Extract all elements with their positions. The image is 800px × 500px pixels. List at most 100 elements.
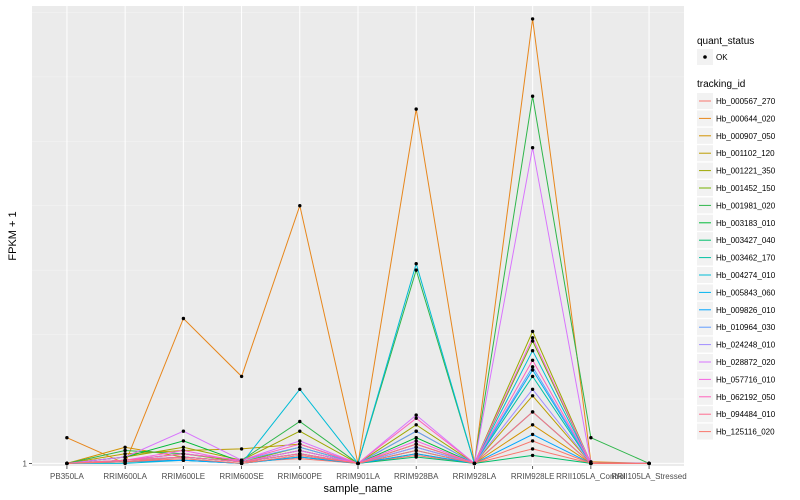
x-tick-label-2: RRIM600LE (162, 472, 206, 481)
legend-item-label-15: Hb_028872_020 (716, 358, 776, 367)
x-tick-label-6: RRIM928BA (394, 472, 439, 481)
legend-item-label-10: Hb_004274_010 (716, 271, 776, 280)
data-point-Hb_028872_020-8 (530, 146, 535, 150)
data-point-Hb_062192_050-2 (181, 452, 186, 456)
data-point-Hb_000567_270-8 (530, 447, 535, 451)
data-point-Hb_003183_010-6 (414, 436, 418, 440)
legend-item-label-1: Hb_000644_020 (716, 114, 776, 123)
x-tick-label-9: RRII105LA_Control (556, 472, 626, 481)
data-point-Hb_057716_010-2 (181, 448, 186, 453)
data-point-Hb_003183_010-2 (181, 439, 186, 443)
x-tick-label-3: RRIM600SE (219, 472, 263, 481)
y-tick-label-0: 1 (23, 459, 28, 468)
data-point-Hb_001981_020-8 (530, 94, 535, 98)
data-point-Hb_000644_020-3 (239, 374, 244, 379)
data-point-Hb_001221_350-8 (530, 329, 535, 334)
data-point-Hb_004274_010-4 (298, 387, 302, 391)
legend-ok-point-icon (703, 55, 707, 59)
y-axis-ticks: 1 (23, 459, 32, 468)
data-point-Hb_024248_010-8 (530, 387, 535, 391)
legend-item-label-19: Hb_125116_020 (716, 428, 775, 437)
data-point-Hb_004274_010-8 (530, 349, 535, 353)
data-point-Hb_028872_020-4 (298, 439, 302, 443)
data-point-Hb_004274_010-6 (414, 262, 418, 266)
data-points (65, 17, 651, 466)
data-point-Hb_057716_010-6 (414, 439, 418, 443)
data-point-Hb_125116_020-6 (414, 448, 418, 453)
data-point-Hb_062192_050-6 (414, 416, 418, 420)
x-tick-label-10: RRII105LA_Stressed (611, 472, 686, 481)
x-tick-label-8: RRIM928LE (511, 472, 555, 481)
legend-item-label-5: Hb_001452_150 (716, 184, 776, 193)
data-point-Hb_001981_020-4 (298, 419, 302, 424)
data-point-Hb_001102_120-8 (530, 394, 535, 398)
data-point-Hb_000644_020-2 (181, 316, 186, 321)
data-point-Hb_003427_040-8 (530, 453, 535, 458)
data-point-Hb_125116_020-0 (65, 461, 69, 466)
data-point-Hb_005843_060-8 (530, 368, 535, 372)
data-point-Hb_001981_020-1 (123, 448, 127, 453)
data-point-Hb_000644_020-8 (530, 17, 535, 21)
data-point-Hb_024248_010-6 (414, 445, 418, 449)
data-point-Hb_001102_120-3 (239, 447, 244, 451)
data-point-Hb_001221_350-2 (181, 445, 186, 449)
data-point-Hb_125116_020-7 (472, 461, 477, 466)
data-point-Hb_125116_020-5 (356, 461, 360, 466)
data-point-Hb_010964_030-4 (298, 445, 302, 449)
data-point-Hb_003427_040-6 (414, 455, 418, 459)
legend-item-label-13: Hb_010964_030 (716, 323, 776, 332)
data-point-Hb_125116_020-8 (530, 439, 535, 443)
data-point-Hb_000644_020-0 (65, 436, 69, 440)
data-point-Hb_000907_050-1 (123, 445, 127, 449)
legend-item-label-0: Hb_000567_270 (716, 97, 776, 106)
data-point-Hb_094484_010-8 (530, 410, 535, 414)
legend-item-label-17: Hb_062192_050 (716, 393, 776, 402)
data-point-Hb_057716_010-8 (530, 336, 535, 340)
legend-ok-label: OK (716, 53, 728, 62)
data-point-Hb_094484_010-6 (414, 442, 418, 446)
data-point-Hb_062192_050-8 (530, 358, 535, 362)
x-tick-label-1: RRIM600LA (103, 472, 147, 481)
legend-item-label-3: Hb_001102_120 (716, 149, 775, 158)
legend-tracking-title: tracking_id (697, 79, 745, 90)
x-axis-ticks: PB350LA RRIM600LA RRIM600LE RRIM600SE RRIM60… (50, 466, 687, 481)
data-point-Hb_028872_020-1 (123, 455, 127, 459)
data-point-Hb_009826_010-8 (530, 432, 535, 437)
data-point-Hb_125116_020-2 (181, 456, 186, 461)
y-axis-title: FPKM + 1 (7, 211, 19, 260)
data-point-Hb_001221_350-6 (414, 423, 418, 427)
data-point-Hb_125116_020-4 (298, 453, 302, 458)
data-point-Hb_125116_020-10 (647, 461, 651, 466)
data-point-Hb_001452_150-8 (530, 339, 535, 343)
legend-quant-status-title: quant_status (697, 36, 754, 47)
legend: quant_status OK tracking_id Hb_000567_27… (697, 36, 776, 440)
legend-item-label-14: Hb_024248_010 (716, 341, 776, 350)
x-tick-label-4: RRIM600PE (278, 472, 322, 481)
data-point-Hb_062192_050-4 (298, 442, 302, 446)
legend-item-label-18: Hb_094484_010 (716, 410, 776, 419)
x-tick-label-7: RRIM928LA (453, 472, 497, 481)
data-point-Hb_009826_010-6 (414, 452, 418, 456)
legend-item-label-4: Hb_001221_350 (716, 167, 776, 176)
data-point-Hb_001221_350-4 (298, 429, 302, 433)
legend-item-label-7: Hb_003183_010 (716, 219, 776, 228)
data-point-Hb_028872_020-2 (181, 429, 186, 433)
data-point-Hb_125116_020-9 (589, 461, 593, 466)
legend-item-label-11: Hb_005843_060 (716, 288, 776, 297)
data-point-Hb_001981_020-6 (414, 268, 418, 272)
x-tick-label-0: PB350LA (50, 472, 84, 481)
data-point-Hb_125116_020-3 (239, 461, 244, 466)
x-axis-title: sample_name (323, 483, 392, 495)
data-point-Hb_000644_020-4 (298, 204, 302, 208)
data-point-Hb_001102_120-1 (123, 452, 127, 456)
legend-item-label-8: Hb_003427_040 (716, 236, 776, 245)
data-point-Hb_010964_030-8 (530, 365, 535, 369)
legend-tracking-items: Hb_000567_270 Hb_000644_020 Hb_000907_050 H… (697, 93, 776, 440)
legend-item-label-12: Hb_009826_010 (716, 306, 776, 315)
legend-item-label-16: Hb_057716_010 (716, 375, 776, 384)
data-point-Hb_000907_050-8 (530, 423, 535, 427)
data-point-Hb_125116_020-1 (123, 460, 127, 464)
data-point-Hb_001981_020-9 (589, 436, 593, 440)
legend-item-label-6: Hb_001981_020 (716, 201, 776, 210)
